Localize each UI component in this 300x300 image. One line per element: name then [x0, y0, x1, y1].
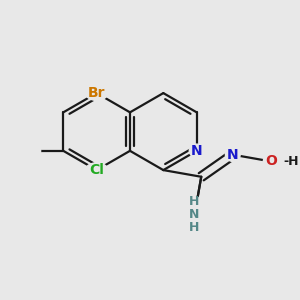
Text: O: O	[265, 154, 277, 168]
Ellipse shape	[225, 148, 240, 161]
Ellipse shape	[189, 144, 204, 158]
Ellipse shape	[20, 143, 40, 158]
Text: N: N	[191, 144, 203, 158]
Text: -H: -H	[284, 155, 299, 168]
Ellipse shape	[85, 163, 108, 178]
Ellipse shape	[188, 222, 201, 233]
Text: Cl: Cl	[89, 163, 104, 177]
Ellipse shape	[185, 205, 204, 224]
Ellipse shape	[263, 155, 278, 168]
Ellipse shape	[188, 196, 201, 207]
Ellipse shape	[187, 209, 202, 221]
Text: N: N	[189, 208, 200, 221]
Text: N: N	[227, 148, 238, 162]
Text: H: H	[189, 221, 200, 234]
Text: H: H	[189, 196, 200, 208]
Text: Br: Br	[88, 86, 105, 100]
Ellipse shape	[85, 86, 108, 101]
